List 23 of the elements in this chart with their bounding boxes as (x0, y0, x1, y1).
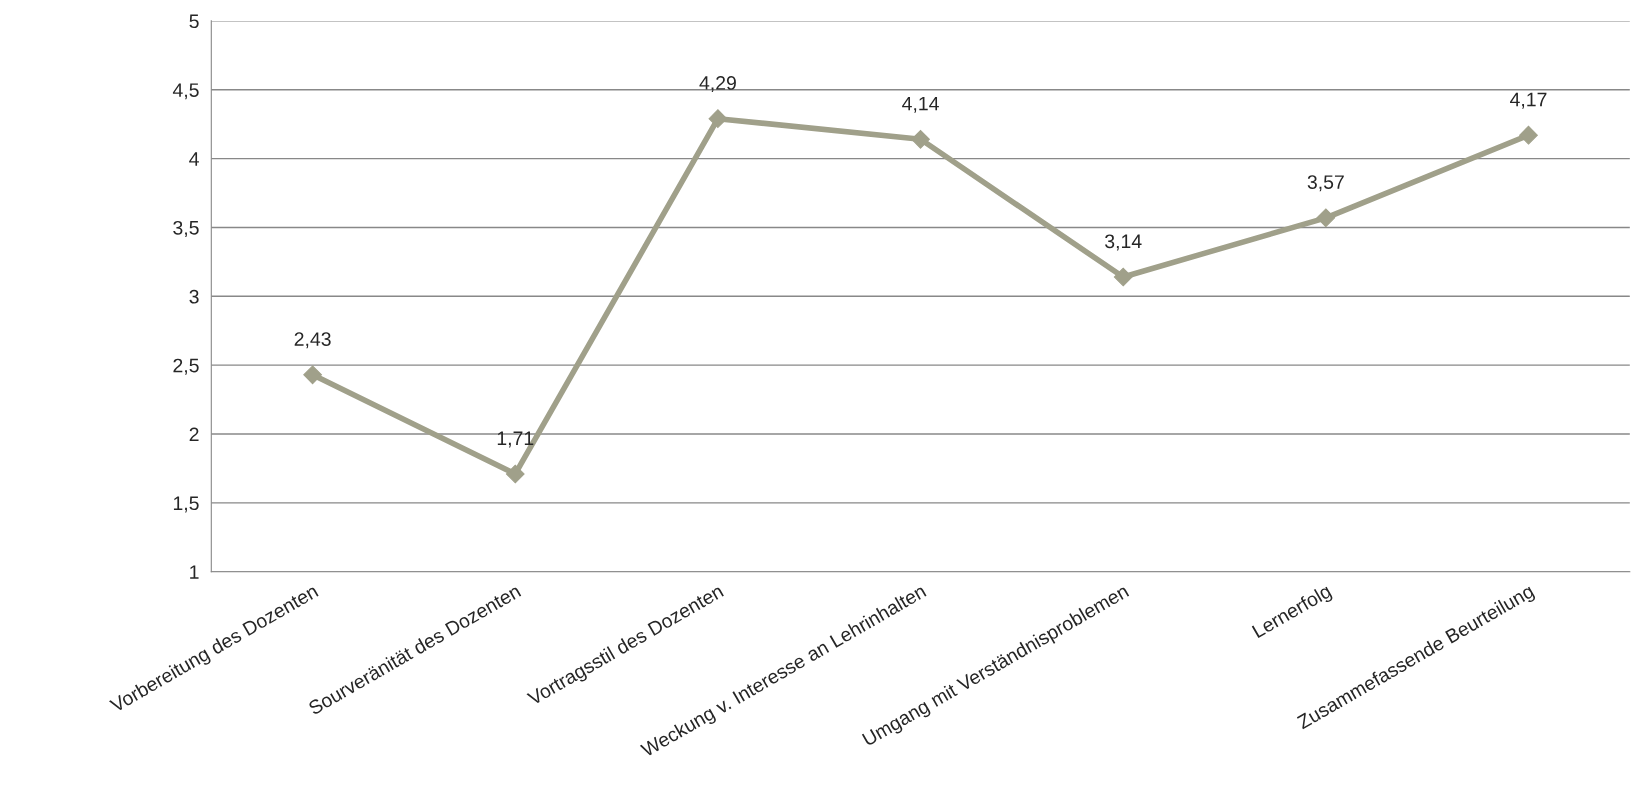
point (1316, 208, 1336, 228)
y-tick-label: 2,5 (173, 358, 199, 375)
point (1113, 267, 1133, 287)
data-label: 4,14 (902, 96, 939, 113)
y-tick-label: 5 (189, 14, 199, 29)
data-label: 3,14 (1105, 234, 1142, 251)
point (1519, 125, 1538, 145)
data-label: 2,43 (294, 332, 331, 349)
y-tick-label: 2 (189, 427, 199, 442)
point (505, 464, 525, 484)
point (911, 129, 930, 149)
y-tick-label: 1 (190, 565, 199, 579)
y-tick-label: 1,5 (173, 496, 199, 513)
point (303, 365, 322, 385)
data-label: 4,17 (1510, 92, 1547, 109)
data-label: 4,29 (699, 76, 736, 93)
y-tick-label: 4 (189, 152, 199, 166)
point (708, 109, 728, 129)
y-tick-label: 4,5 (172, 83, 199, 100)
data-label: 3,57 (1307, 175, 1344, 192)
data-label: 1,71 (497, 431, 534, 448)
y-tick-label: 3,5 (173, 220, 199, 237)
y-tick-label: 3 (189, 289, 199, 304)
